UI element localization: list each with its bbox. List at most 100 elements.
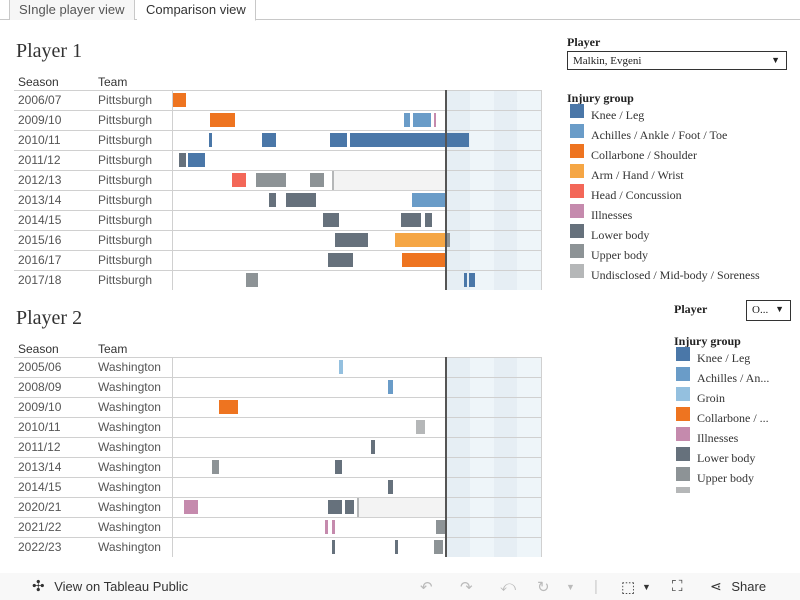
legend-item-undisclosed[interactable]: Undisclosed / Mid-body / Soreness: [570, 264, 790, 282]
legend-item-achilles[interactable]: Achilles / Ankle / Foot / Toe: [570, 124, 790, 142]
injured-reserve-span: [332, 171, 446, 190]
team-label: Washington: [98, 360, 161, 374]
season-label: 2006/07: [18, 93, 62, 107]
row-divider: [14, 130, 541, 131]
refresh-icon[interactable]: ↻: [537, 579, 550, 596]
legend-item-groin[interactable]: Groin: [676, 387, 800, 405]
legend-item-collarbone[interactable]: Collarbone / Shoulder: [570, 144, 790, 162]
row-divider: [14, 210, 541, 211]
download-icon[interactable]: ⬚: [621, 579, 636, 596]
undo-icon[interactable]: ↶: [420, 579, 433, 596]
legend-label: Achilles / Ankle / Foot / Toe: [591, 128, 728, 142]
legend-swatch: [676, 387, 690, 401]
download-dropdown-icon[interactable]: ▼: [642, 582, 651, 592]
injury-bar-illness: [332, 520, 336, 534]
refresh-dropdown-icon[interactable]: ▼: [566, 582, 575, 592]
injury-bar-knee-leg: [469, 273, 475, 287]
revert-icon[interactable]: ⤺: [500, 578, 517, 595]
share-button[interactable]: ⋖ Share: [710, 573, 766, 600]
season-label: 2009/10: [18, 400, 62, 414]
injury-bar-knee-leg: [329, 133, 348, 147]
legend-label: Illnesses: [697, 431, 739, 445]
injury-bar-collarbone: [218, 400, 238, 414]
legend1-title: Injury group: [567, 91, 634, 105]
legend-swatch: [676, 407, 690, 421]
row-divider: [14, 250, 541, 251]
injury-bar-upper: [433, 540, 444, 554]
season-label: 2010/11: [18, 420, 61, 434]
player2-filter-label: Player: [674, 302, 708, 316]
row-divider: [14, 457, 541, 458]
injury-bar-upper: [436, 520, 446, 534]
tab-comparison-view[interactable]: Comparison view: [137, 0, 256, 21]
legend-label: Collarbone / Shoulder: [591, 148, 697, 162]
player1-select[interactable]: Malkin, Evgeni ▼: [567, 51, 787, 70]
season-label: 2014/15: [18, 213, 62, 227]
legend-item-collarbone[interactable]: Collarbone / ...: [676, 407, 800, 425]
injury-bar-arm: [395, 233, 446, 247]
redo-icon[interactable]: ↷: [460, 579, 473, 596]
season-label: 2010/11: [18, 133, 61, 147]
legend-item-upper[interactable]: Upper body: [570, 244, 790, 262]
legend-swatch: [570, 204, 584, 218]
legend-item-illness[interactable]: Illnesses: [676, 427, 800, 445]
team-label: Washington: [98, 480, 161, 494]
legend-item-knee-leg[interactable]: Knee / Leg: [570, 104, 790, 122]
tab-single-player-view[interactable]: SIngle player view: [9, 0, 135, 20]
injury-bar-upper: [245, 273, 259, 287]
legend-swatch: [676, 427, 690, 441]
injury-bar-lower: [269, 193, 277, 207]
injury-bar-illness: [325, 520, 329, 534]
injury-bar-lower: [178, 153, 186, 167]
season-label: 2008/09: [18, 380, 62, 394]
legend-label: Upper body: [591, 248, 648, 262]
chart-right-edge: [541, 90, 542, 290]
legend-label: Achilles / An...: [697, 371, 770, 385]
injury-bar-upper: [255, 173, 286, 187]
legend-label: Arm / Hand / Wrist: [591, 168, 684, 182]
injury-bar-lower: [328, 253, 353, 267]
row-divider: [14, 537, 541, 538]
legend-label: Knee / Leg: [697, 351, 751, 365]
share-icon: ⋖: [710, 578, 722, 594]
season-label: 2021/22: [18, 520, 62, 534]
injury-bar-achilles: [403, 113, 411, 127]
injury-bar-head: [232, 173, 246, 187]
view-on-tableau-public-button[interactable]: ✣ View on Tableau Public: [32, 573, 188, 600]
legend-item-undisclosed[interactable]: [676, 487, 800, 493]
legend2-title: Injury group: [674, 334, 741, 348]
legend-item-illness[interactable]: Illnesses: [570, 204, 790, 222]
player2-select[interactable]: O... ▼: [746, 300, 791, 321]
chart-left-axis: [172, 90, 173, 290]
legend-swatch: [570, 264, 584, 278]
row-divider: [14, 230, 541, 231]
legend-item-arm[interactable]: Arm / Hand / Wrist: [570, 164, 790, 182]
team-label: Pittsburgh: [98, 93, 153, 107]
legend-item-achilles[interactable]: Achilles / An...: [676, 367, 800, 385]
legend-label: Collarbone / ...: [697, 411, 769, 425]
current-date-marker: [445, 357, 447, 557]
team-label: Washington: [98, 520, 161, 534]
team-column-header: Team: [98, 342, 128, 356]
injury-bar-illness: [433, 113, 437, 127]
player1-filter-label: Player: [567, 35, 601, 49]
legend-item-upper[interactable]: Upper body: [676, 467, 800, 485]
fullscreen-icon[interactable]: ⛶: [672, 578, 683, 595]
legend-item-lower[interactable]: Lower body: [570, 224, 790, 242]
legend-item-lower[interactable]: Lower body: [676, 447, 800, 465]
season-column-header: Season: [18, 75, 59, 89]
injury-bar-collarbone: [172, 93, 186, 107]
injury-bar-lower: [328, 500, 342, 514]
legend-item-knee-leg[interactable]: Knee / Leg: [676, 347, 800, 365]
legend-label: Knee / Leg: [591, 108, 645, 122]
injury-bar-lower: [335, 233, 368, 247]
team-label: Pittsburgh: [98, 153, 153, 167]
row-divider: [14, 110, 541, 111]
legend-label: Lower body: [697, 451, 756, 465]
legend-swatch: [676, 487, 690, 493]
row-divider: [14, 517, 541, 518]
header-divider: [14, 90, 172, 91]
row-divider: [14, 150, 541, 151]
legend-item-head[interactable]: Head / Concussion: [570, 184, 790, 202]
legend-swatch: [570, 244, 584, 258]
